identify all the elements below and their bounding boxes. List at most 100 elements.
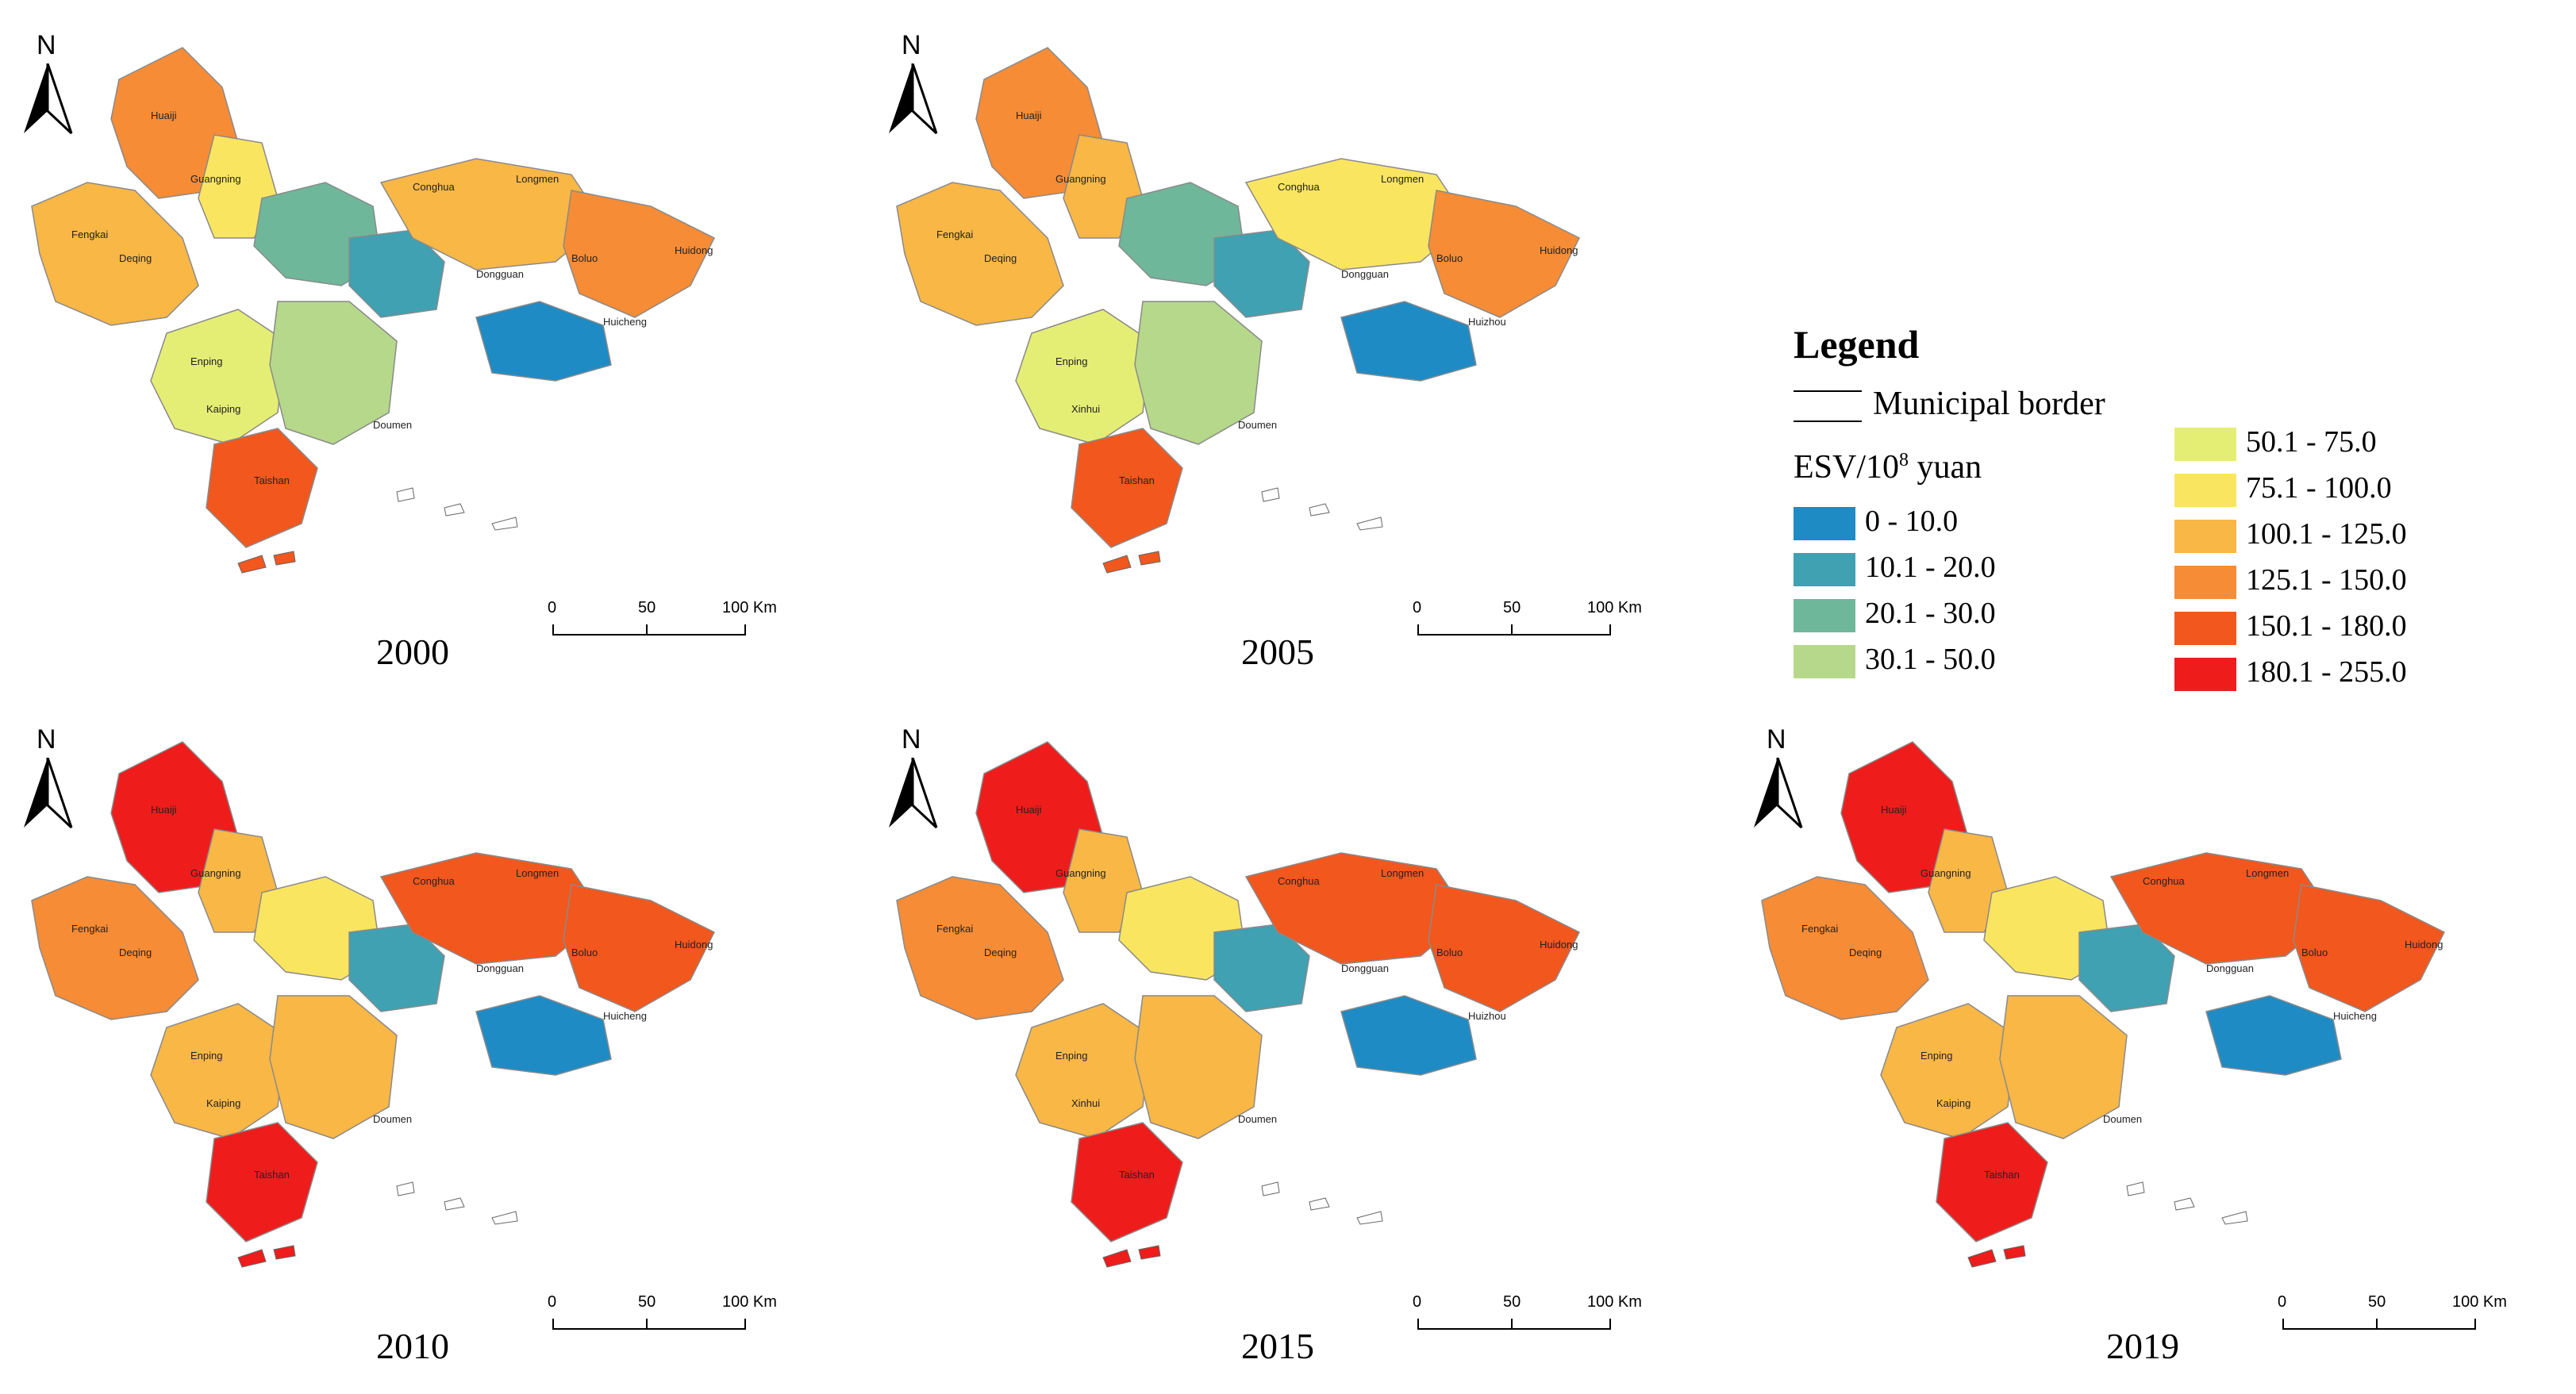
map-panel-2015: Huaiji Fengkai Guangning Deqing Conghua Longm… — [865, 694, 1690, 1384]
island — [237, 1249, 267, 1268]
panel-year-label: 2000 — [376, 632, 449, 672]
island — [1102, 1249, 1132, 1268]
north-arrow: N — [881, 30, 944, 135]
region-sw — [150, 309, 286, 445]
island — [2174, 1197, 2195, 1211]
legend-swatch — [1794, 553, 1855, 587]
map-panel-2019: Huaiji Fengkai Guangning Deqing Conghua Longm… — [1730, 694, 2555, 1384]
legend-class-6: 100.1 - 125.0 — [2174, 517, 2407, 554]
legend-class-label: 10.1 - 20.0 — [1865, 551, 1996, 584]
island — [1356, 1211, 1383, 1225]
esv-choropleth-map: Huaiji Fengkai Guangning Deqing Conghua Longm… — [31, 741, 716, 1268]
district-label: Guangning — [1920, 867, 1971, 879]
region-southc — [1071, 1122, 1183, 1242]
district-label: Dongguan — [476, 268, 524, 280]
legend-class-4: 50.1 - 75.0 — [2174, 424, 2377, 462]
district-label: Deqing — [1849, 947, 1882, 958]
esv-choropleth-map: Huaiji Fengkai Guangning Deqing Conghua Longm… — [1761, 741, 2446, 1268]
legend-esv-unit: ESV/108 yuan — [1794, 449, 1982, 486]
esv-choropleth-map: Huaiji Fengkai Guangning Deqing Conghua Longm… — [896, 47, 1581, 574]
region-northc — [1928, 828, 2009, 933]
island — [396, 1181, 415, 1196]
scale-bar-line — [552, 1319, 746, 1330]
island — [1138, 551, 1161, 566]
map-panel-2000: Huaiji Fengkai Guangning Deqing Conghua Longm… — [0, 0, 825, 690]
scale-bar: 0 50 100 Km — [1405, 599, 1643, 647]
district-label: Huidong — [675, 939, 713, 950]
region-northc — [198, 134, 279, 239]
district-label: Kaiping — [206, 1097, 240, 1109]
region-south — [269, 301, 398, 445]
district-label: Huidong — [2405, 939, 2443, 950]
legend-title: Legend — [1794, 322, 1920, 367]
district-label: Longmen — [516, 867, 559, 879]
district-label: Conghua — [2143, 875, 2186, 887]
north-arrow-icon — [24, 758, 73, 829]
municipal-border-symbol — [1794, 390, 1862, 423]
region-southc — [1936, 1122, 2048, 1242]
legend-swatch — [2174, 520, 2236, 554]
district-label: Huaiji — [151, 109, 177, 121]
north-label: N — [1767, 724, 1786, 755]
scale-bar-line — [1417, 1319, 1611, 1330]
scale-bar-line — [2282, 1319, 2476, 1330]
district-label: Guangning — [1055, 173, 1106, 185]
district-label: Kaiping — [206, 403, 240, 415]
region-pearl — [475, 995, 612, 1076]
scale-tick-label: 100 Km — [722, 599, 777, 616]
scale-tick-label: 0 — [1413, 1293, 1422, 1311]
district-label: Dongguan — [1341, 962, 1389, 974]
legend-class-8: 150.1 - 180.0 — [2174, 609, 2407, 646]
district-label: Huicheng — [603, 316, 647, 328]
panel-year-label: 2019 — [2106, 1326, 2179, 1366]
district-label: Dongguan — [1341, 268, 1389, 280]
district-label: Huizhou — [1468, 1010, 1506, 1022]
north-arrow-icon — [1754, 758, 1803, 829]
legend-class-7: 125.1 - 150.0 — [2174, 563, 2407, 600]
scale-bar-line — [1417, 624, 1611, 636]
north-arrow: N — [16, 30, 79, 135]
district-label: Boluo — [571, 947, 598, 958]
panel-year-label: 2005 — [1241, 632, 1314, 672]
legend-swatch — [2174, 474, 2236, 508]
island — [396, 487, 415, 502]
island — [444, 1197, 465, 1211]
district-label: Fengkai — [71, 923, 108, 935]
region-sw — [1015, 309, 1152, 445]
north-arrow: N — [1746, 724, 1809, 829]
district-label: Enping — [190, 1050, 222, 1062]
region-west — [1761, 876, 1929, 1020]
legend-class-label: 20.1 - 30.0 — [1865, 597, 1996, 630]
scale-tick-label: 0 — [1413, 599, 1422, 616]
district-label: Guangning — [1055, 867, 1106, 879]
district-label: Huidong — [675, 244, 713, 256]
district-label: Enping — [1055, 355, 1087, 367]
region-pearl — [2205, 995, 2342, 1076]
district-label: Huaiji — [1016, 804, 1042, 816]
north-arrow-icon — [24, 63, 73, 135]
island — [1102, 555, 1132, 574]
district-label: Doumen — [373, 419, 412, 431]
scale-tick-label: 0 — [548, 1293, 557, 1311]
district-label: Longmen — [2246, 867, 2289, 879]
legend-swatch — [1794, 645, 1855, 679]
district-label: Conghua — [413, 181, 456, 193]
district-label: Dongguan — [476, 962, 524, 974]
district-label: Boluo — [571, 252, 598, 264]
legend-class-2: 20.1 - 30.0 — [1794, 596, 1996, 633]
legend-class-label: 180.1 - 255.0 — [2246, 655, 2407, 689]
district-label: Boluo — [1436, 947, 1463, 958]
region-sw — [1880, 1003, 2017, 1139]
legend-class-9: 180.1 - 255.0 — [2174, 655, 2407, 692]
district-label: Doumen — [2103, 1113, 2142, 1125]
district-label: Enping — [1055, 1050, 1087, 1062]
scale-bar: 0 50 100 Km — [540, 599, 778, 647]
scale-tick-label: 100 Km — [2452, 1293, 2507, 1311]
district-label: Taishan — [1119, 1169, 1155, 1181]
district-label: Huaiji — [1016, 109, 1042, 121]
island — [1309, 1197, 1330, 1211]
district-label: Huizhou — [1468, 316, 1506, 328]
north-label: N — [37, 724, 56, 755]
north-label: N — [902, 724, 921, 755]
district-label: Taishan — [254, 474, 290, 486]
